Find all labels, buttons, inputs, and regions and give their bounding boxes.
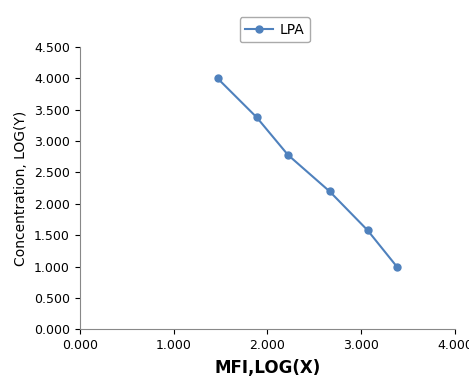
LPA	[365, 228, 371, 232]
LPA	[215, 76, 220, 81]
LPA	[394, 264, 400, 269]
Line: LPA: LPA	[214, 75, 400, 270]
X-axis label: MFI,LOG(X): MFI,LOG(X)	[214, 359, 320, 377]
Y-axis label: Concentration, LOG(Y): Concentration, LOG(Y)	[15, 111, 29, 266]
Legend: LPA: LPA	[240, 17, 310, 42]
LPA	[327, 189, 333, 194]
LPA	[254, 115, 259, 120]
LPA	[285, 152, 291, 157]
